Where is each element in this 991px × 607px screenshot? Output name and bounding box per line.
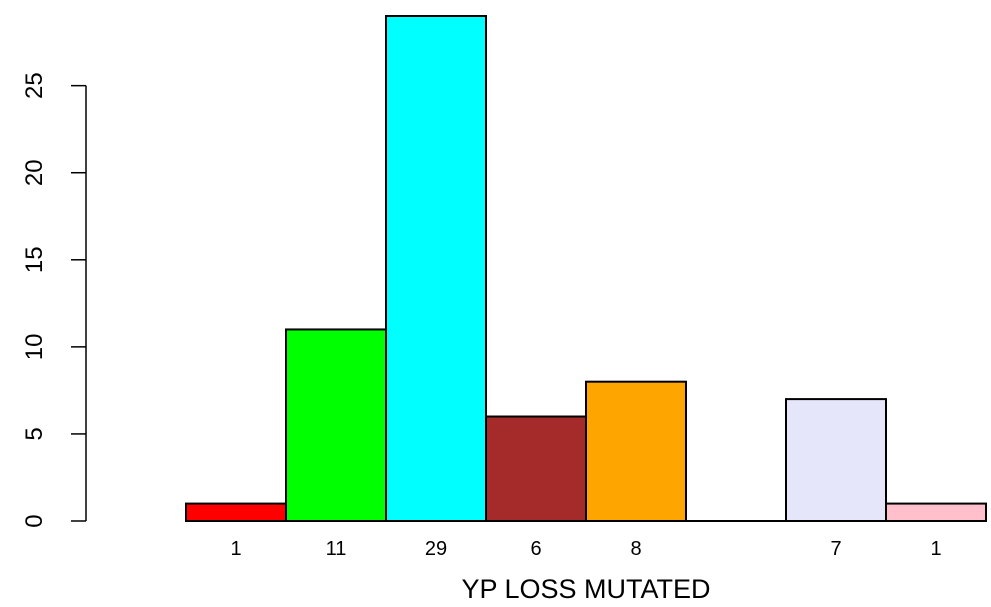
bar-count-label: 1: [930, 538, 941, 560]
y-tick-label: 25: [21, 72, 48, 99]
bar: [785, 398, 887, 523]
bar-labels: 1 11 29 6 8 7 1: [230, 538, 941, 560]
x-axis-title: YP LOSS MUTATED: [461, 574, 710, 604]
bar: [585, 380, 687, 523]
y-tick-label: 20: [21, 159, 48, 186]
bar: [285, 328, 387, 522]
bar: [385, 15, 487, 522]
bar-count-label: 11: [326, 538, 347, 560]
bar-count-label: 7: [830, 538, 841, 560]
bar: [885, 502, 987, 523]
bar: [485, 415, 587, 522]
y-tick-label: 10: [21, 334, 48, 361]
bar-count-label: 6: [530, 538, 541, 560]
y-tick-label: 5: [21, 427, 48, 440]
bar: [185, 502, 287, 523]
y-axis: 0 5 10 15 20 25: [21, 72, 87, 528]
bar-count-label: 8: [630, 538, 641, 560]
bars: [185, 15, 987, 523]
y-tick-label: 15: [21, 246, 48, 273]
bar-count-label: 1: [230, 538, 241, 560]
y-tick-label: 0: [21, 514, 48, 527]
bar-count-label: 29: [425, 538, 447, 560]
